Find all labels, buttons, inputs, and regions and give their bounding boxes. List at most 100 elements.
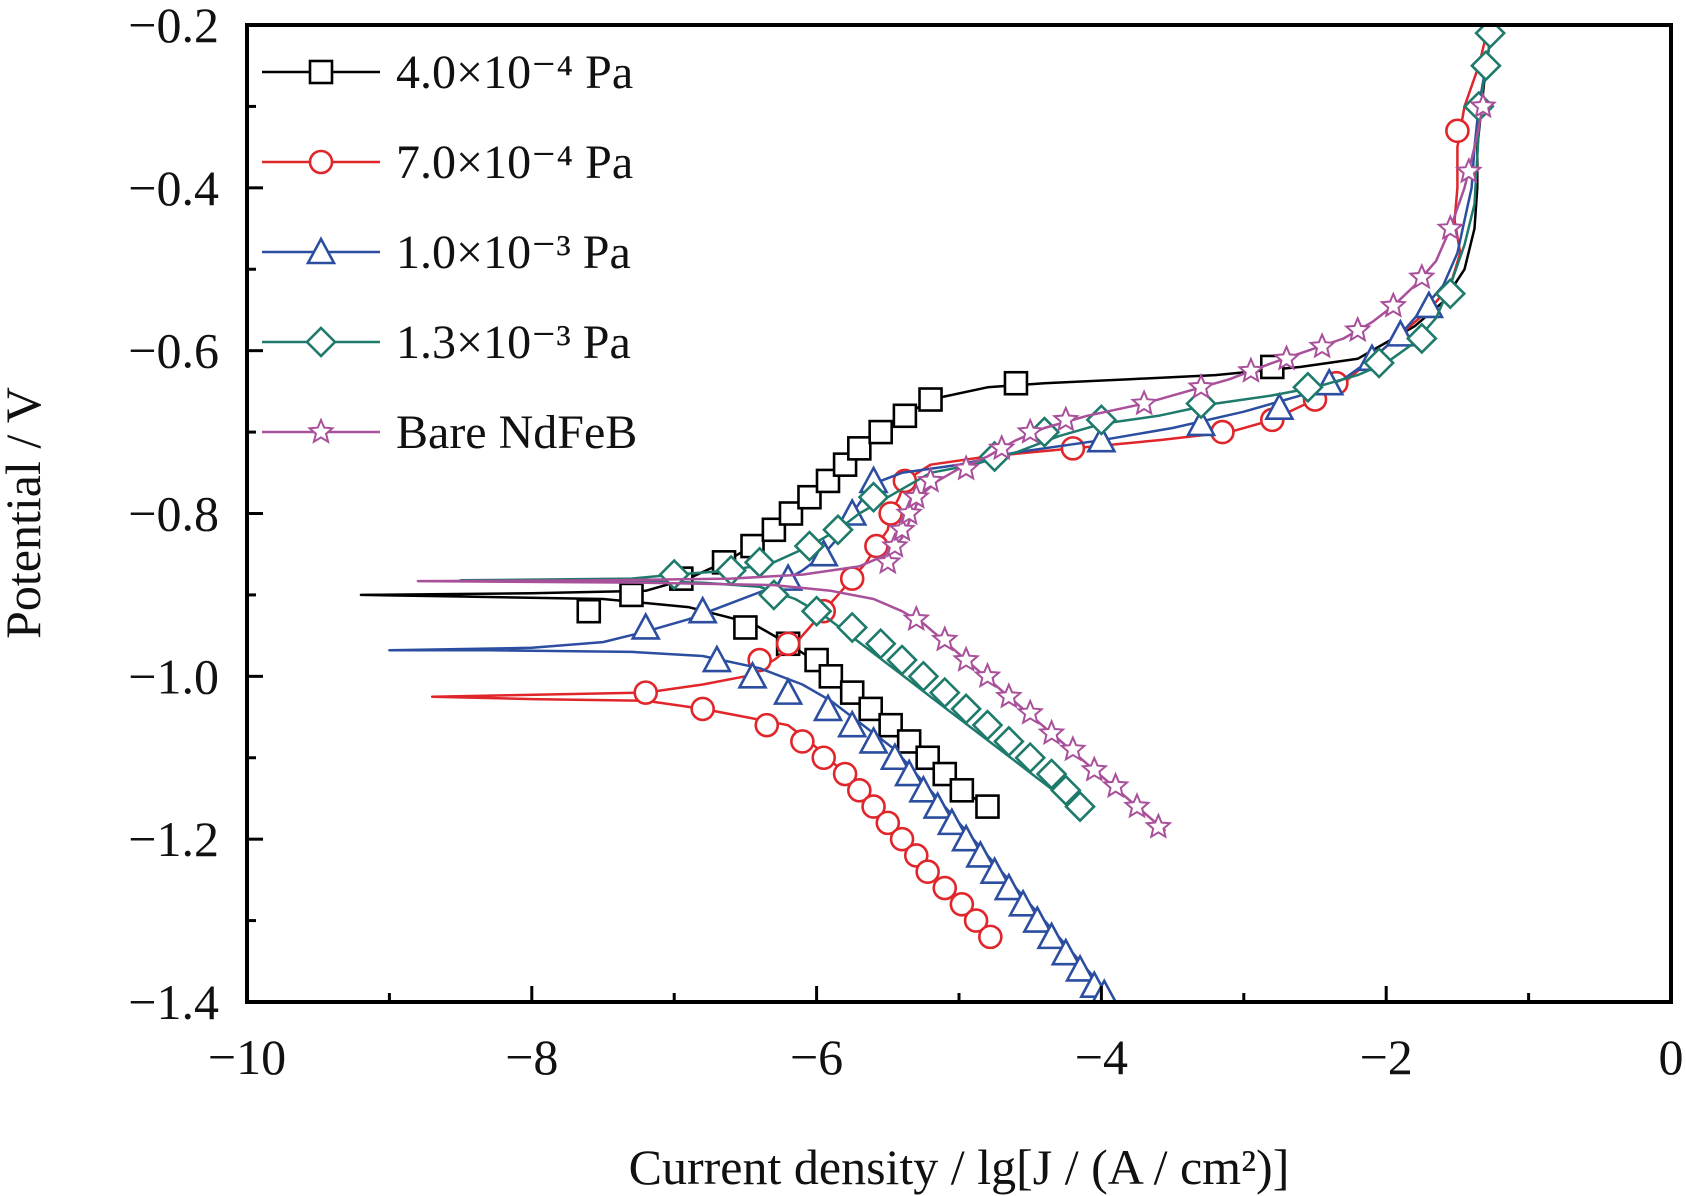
data-point-marker [1091, 978, 1118, 1002]
data-point-marker [858, 725, 889, 754]
data-point-marker [1413, 290, 1445, 319]
data-point-marker [857, 481, 890, 514]
data-point-marker [1292, 371, 1324, 404]
data-point-marker [915, 859, 940, 885]
data-point-marker [922, 790, 953, 819]
data-point-marker [839, 680, 865, 705]
data-point-marker [793, 530, 826, 562]
legend-item: 4.0×10⁻⁴ Pa [262, 46, 633, 99]
data-point-marker [1086, 424, 1117, 453]
data-point-marker [1101, 771, 1130, 799]
y-tick-label: −0.6 [128, 323, 219, 379]
data-point-marker [949, 778, 975, 803]
y-tick-label: −1.0 [128, 648, 219, 704]
x-tick-label: −8 [505, 1029, 558, 1085]
y-tick-label: −0.8 [128, 486, 219, 542]
data-point-marker [658, 558, 691, 591]
data-point-marker [886, 644, 918, 676]
y-tick-label: −0.4 [128, 160, 219, 216]
data-point-marker [889, 826, 915, 852]
data-point-marker [963, 908, 989, 933]
data-point-marker [775, 631, 801, 657]
data-point-marker [993, 872, 1025, 901]
data-point-marker [1379, 291, 1408, 318]
data-point-marker [873, 547, 902, 575]
data-point-marker [1064, 953, 1096, 982]
legend-label: 1.3×10⁻³ Pa [396, 316, 631, 369]
data-point-marker [1363, 347, 1395, 379]
data-point-marker [868, 419, 893, 445]
data-point-marker [1474, 25, 1506, 49]
data-point-marker [837, 709, 868, 738]
data-point-marker [1050, 937, 1081, 966]
data-point-marker [737, 660, 768, 689]
data-point-marker [1016, 417, 1045, 444]
y-tick-label: −1.2 [128, 811, 219, 867]
series-5 [416, 91, 1497, 839]
data-point-marker [630, 611, 661, 640]
data-point-marker [847, 778, 872, 803]
legend-label: 7.0×10⁻⁴ Pa [396, 136, 633, 189]
data-point-marker [918, 387, 943, 412]
series-4 [459, 25, 1506, 823]
legend-label: Bare NdFeB [396, 406, 637, 459]
data-point-marker [1272, 344, 1301, 371]
data-point-marker [881, 531, 909, 558]
data-point-marker [690, 696, 715, 722]
data-point-marker [878, 712, 903, 738]
data-point-marker [836, 611, 869, 644]
data-point-marker [908, 774, 939, 803]
x-tick-label: −2 [1360, 1029, 1413, 1085]
data-point-marker [797, 484, 822, 510]
series-2 [430, 25, 1490, 950]
data-point-marker [1060, 436, 1086, 461]
data-point-marker [936, 807, 968, 836]
data-point-marker [822, 513, 854, 546]
data-point-marker [754, 712, 780, 738]
x-axis-title: Current density / lg[J / (A / cm²)] [629, 1139, 1290, 1195]
data-point-marker [979, 856, 1010, 885]
data-point-marker [1064, 790, 1096, 823]
series-3 [388, 25, 1495, 1002]
legend-item: 7.0×10⁻⁴ Pa [262, 136, 633, 189]
data-point-marker [932, 875, 958, 901]
data-point-marker [1080, 755, 1109, 782]
data-point-marker [839, 566, 865, 591]
data-point-marker [892, 403, 918, 429]
data-point-marker [965, 839, 996, 868]
data-point-marker [993, 725, 1025, 758]
data-point-marker [1003, 370, 1029, 396]
legend-marker [305, 326, 337, 358]
data-point-marker [778, 501, 804, 526]
data-point-marker [1343, 315, 1372, 343]
legend-label: 4.0×10⁻⁴ Pa [396, 46, 633, 99]
legend-item: 1.3×10⁻³ Pa [262, 316, 631, 369]
data-point-marker [1022, 904, 1053, 933]
data-point-marker [847, 436, 872, 461]
x-tick-label: −6 [790, 1029, 843, 1085]
legend-marker [308, 59, 334, 85]
data-point-marker [864, 533, 889, 559]
data-point-marker [973, 661, 1002, 689]
data-point-marker [687, 595, 718, 624]
data-point-marker [733, 615, 758, 640]
legend: 4.0×10⁻⁴ Pa 7.0×10⁻⁴ Pa 1.0×10⁻³ Pa 1.3×10⁻… [262, 46, 637, 459]
data-point-marker [928, 676, 961, 709]
data-point-marker [772, 562, 804, 591]
data-point-marker [1051, 405, 1080, 432]
y-axis-title: Potential / V [0, 387, 51, 639]
data-point-marker [930, 625, 959, 652]
data-point-marker [633, 680, 659, 705]
data-point-marker [576, 598, 602, 624]
data-point-marker [1434, 277, 1467, 310]
ticks-layer: −10 −8 −6 −4 −2 0 −0.2 −0.4 −0.6 −0.8 −1.0 −1.2 −1.4 [128, 0, 1683, 1085]
data-point-marker [1237, 356, 1265, 383]
data-point-marker [800, 595, 833, 628]
data-point-marker [1016, 698, 1045, 725]
data-point-marker [772, 676, 804, 705]
legend-marker [308, 149, 334, 175]
data-point-marker [1014, 741, 1047, 774]
data-point-marker [1144, 812, 1173, 839]
data-point-marker [893, 758, 925, 787]
data-point-marker [878, 501, 903, 526]
